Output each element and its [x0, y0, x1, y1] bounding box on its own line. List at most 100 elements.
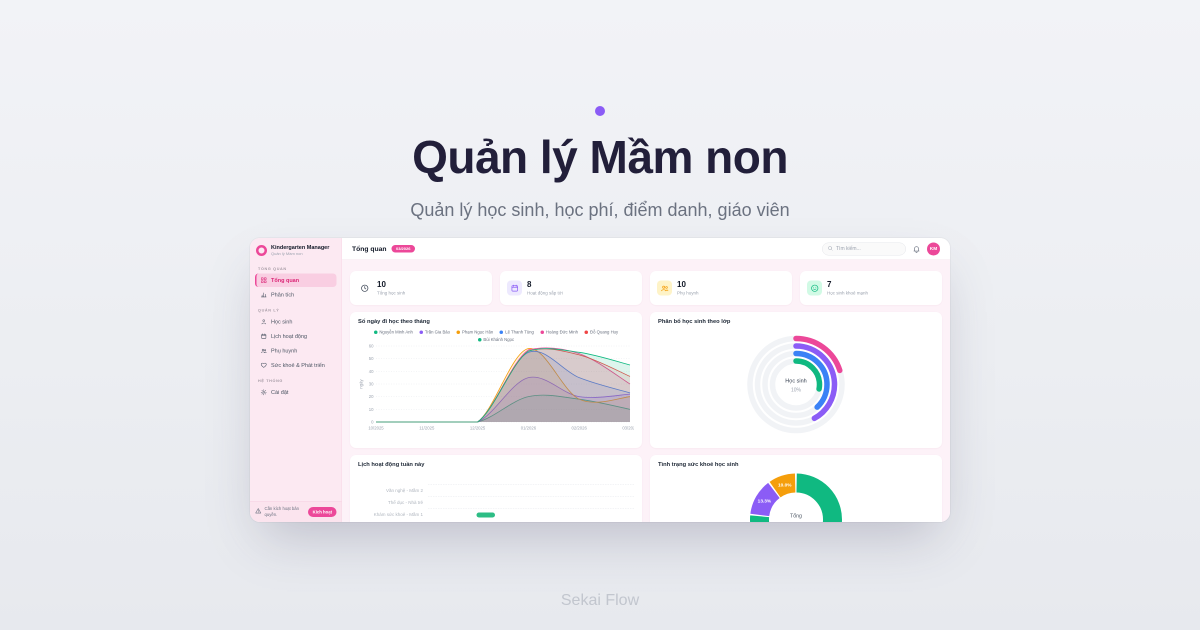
sidebar: Kindergarten Manager Quản lý Mầm non TỔN… — [250, 238, 342, 522]
gear-icon — [260, 389, 267, 396]
sidebar-item-users[interactable]: Phụ huynh — [255, 344, 337, 358]
stat-card: 10 Tổng học sinh — [350, 271, 492, 305]
grid-icon — [261, 277, 267, 283]
brand: Kindergarten Manager Quản lý Mầm non — [250, 238, 342, 260]
sidebar-item-label: Phân tích — [271, 291, 295, 298]
warning-icon — [255, 507, 262, 514]
sidebar-nav: TỔNG QUAN Tổng quan Phân tích QUẢN LÝ Họ… — [250, 260, 342, 501]
search-placeholder: Tìm kiếm... — [836, 246, 861, 252]
sidebar-item-label: Cài đặt — [271, 389, 289, 396]
class-distribution-radial-chart: Học sinh 10% — [658, 325, 934, 445]
stats-row: 10 Tổng học sinh 8 Hoạt động sắp tới 10 … — [350, 271, 942, 305]
class-distribution-card: Phân bố học sinh theo lớp Học sinh 10% — [650, 312, 942, 448]
legend-dot — [540, 330, 544, 334]
calendar-icon — [511, 284, 518, 292]
sidebar-item-label: Phụ huynh — [271, 347, 298, 354]
chart-title: Lịch hoạt động tuần này — [358, 461, 425, 468]
svg-text:03/2026: 03/2026 — [622, 426, 634, 431]
footer-brand: Sekai Flow — [560, 592, 640, 609]
sidebar-section-label: QUẢN LÝ — [258, 308, 280, 313]
search-icon — [828, 245, 834, 252]
schedule-row-label: Khám sức khoẻ - Mầm 1 — [373, 512, 423, 517]
chart-legend: Nguyễn Minh Anh Trần Gia Bảo Phạm Ngọc H… — [358, 330, 634, 342]
svg-text:0: 0 — [371, 420, 374, 425]
heart-icon — [260, 362, 267, 368]
attendance-chart-card: Số ngày đi học theo tháng Nguyễn Minh An… — [350, 312, 642, 448]
activate-button[interactable]: Kích hoạt — [308, 506, 337, 517]
stat-value: 8 — [527, 280, 532, 289]
sidebar-section-label: HỆ THỐNG — [258, 378, 283, 384]
stat-label: Phụ huynh — [677, 290, 699, 296]
student-icon — [261, 319, 266, 325]
svg-text:11/2025: 11/2025 — [419, 426, 435, 431]
chart-title: Số ngày đi học theo tháng — [358, 318, 430, 325]
page-subtitle: Quản lý học sinh, học phí, điểm danh, gi… — [410, 200, 790, 220]
sidebar-item-gear[interactable]: Cài đặt — [255, 386, 337, 400]
accent-dot — [595, 106, 605, 116]
topbar: Tổng quan 03/2026 Tìm kiếm... KM — [342, 238, 950, 260]
sidebar-section-label: TỔNG QUAN — [258, 266, 287, 272]
smile-icon — [810, 284, 819, 292]
notifications-bell-icon[interactable] — [913, 245, 921, 253]
schedule-row: Khám sức khoẻ - Mầm 1 — [358, 508, 634, 521]
stat-value: 10 — [377, 280, 386, 289]
license-notice: Cần kích hoạt bản quyền. Kích hoạt — [250, 501, 342, 522]
sidebar-item-label: Lịch hoạt động — [271, 333, 308, 340]
sidebar-item-heart[interactable]: Sức khoẻ & Phát triển — [255, 359, 337, 373]
sidebar-item-grid[interactable]: Tổng quan — [255, 273, 337, 287]
stat-card: 7 Học sinh khoẻ mạnh — [800, 271, 942, 305]
svg-text:50: 50 — [369, 356, 374, 361]
svg-text:40: 40 — [369, 369, 374, 374]
health-chart-card: Tình trạng sức khoẻ học sinh 13.3% 10.0% T… — [650, 455, 942, 522]
license-text: Cần kích hoạt bản quyền. — [264, 506, 300, 517]
health-donut-chart: 13.3% 10.0% Tổng — [658, 468, 934, 522]
svg-text:60: 60 — [369, 344, 374, 349]
legend-item: Bùi Khánh Ngọc — [477, 337, 514, 342]
legend-item: Lê Thanh Tùng — [499, 330, 534, 335]
brand-logo-icon — [256, 244, 267, 256]
legend-dot — [477, 337, 482, 342]
stat-value: 7 — [827, 280, 832, 289]
legend-item: Phạm Ngọc Hân — [456, 330, 493, 335]
svg-text:Học sinh: Học sinh — [785, 379, 806, 385]
sidebar-item-student[interactable]: Học sinh — [255, 315, 337, 329]
svg-text:10%: 10% — [791, 388, 802, 394]
user-avatar[interactable]: KM — [927, 242, 940, 256]
legend-item: Đỗ Quang Huy — [584, 330, 618, 335]
weekly-schedule-chart: Văn nghệ - Mầm 2 Thể dục - Nhà trẻ Khám … — [358, 484, 634, 521]
sidebar-item-calendar[interactable]: Lịch hoạt động — [255, 330, 337, 344]
svg-text:10.0%: 10.0% — [778, 482, 792, 488]
schedule-bar — [476, 512, 495, 518]
svg-text:30: 30 — [369, 382, 374, 387]
stat-label: Học sinh khoẻ mạnh — [827, 290, 869, 296]
legend-item: Nguyễn Minh Anh — [373, 330, 413, 335]
legend-item: Hoàng Đức Minh — [540, 330, 578, 335]
stat-label: Tổng học sinh — [377, 290, 406, 296]
stat-value: 10 — [677, 280, 686, 289]
svg-text:Tổng: Tổng — [790, 513, 802, 520]
hero-section: Quản lý Mầm non Quản lý học sinh, học ph… — [0, 106, 1200, 221]
calendar-icon — [261, 333, 267, 339]
page-heading: Tổng quan — [352, 245, 387, 253]
schedule-row-label: Thể dục - Nhà trẻ — [387, 500, 423, 505]
svg-text:20: 20 — [369, 394, 374, 399]
attendance-line-chart: 0 10 20 30 40 50 60 10/2025 11/2025 12/2025… — [358, 342, 639, 436]
svg-text:10/2025: 10/2025 — [368, 426, 384, 431]
svg-text:13.3%: 13.3% — [758, 499, 772, 505]
brand-tagline: Quản lý Mầm non — [271, 251, 303, 257]
legend-dot — [584, 330, 589, 334]
legend-dot — [419, 330, 423, 334]
legend-dot — [456, 330, 461, 334]
stat-card: 10 Phụ huynh — [650, 271, 792, 305]
schedule-row-label: Văn nghệ - Mầm 2 — [385, 488, 423, 493]
sidebar-item-bars[interactable]: Phân tích — [255, 288, 337, 302]
chart-title: Tình trạng sức khoẻ học sinh — [658, 461, 739, 468]
dashboard-screenshot: Kindergarten Manager Quản lý Mầm non TỔN… — [250, 238, 950, 522]
legend-dot — [373, 330, 378, 334]
search-input[interactable]: Tìm kiếm... — [822, 242, 906, 256]
stat-label: Hoạt động sắp tới — [527, 290, 563, 296]
brand-name: Kindergarten Manager — [271, 244, 330, 251]
warning-icon — [255, 507, 262, 516]
schedule-row: Văn nghệ - Mầm 2 — [358, 484, 634, 497]
